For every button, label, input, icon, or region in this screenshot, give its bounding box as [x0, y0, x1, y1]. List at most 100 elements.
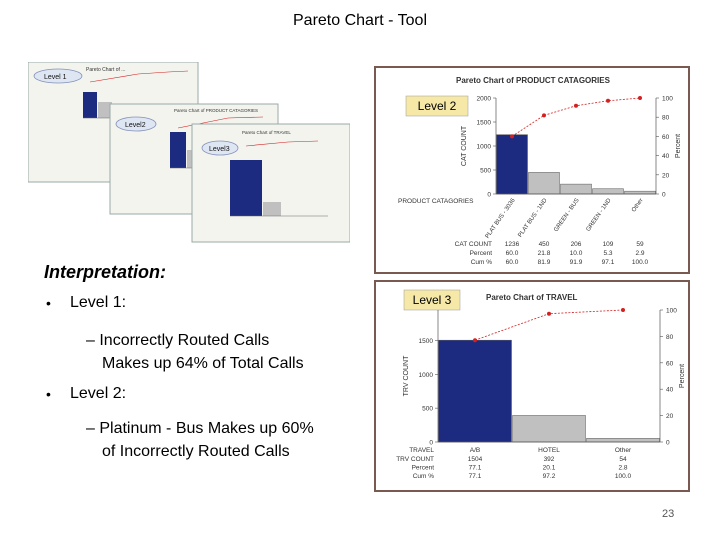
level3-y2tick-label: 80 — [666, 334, 674, 341]
level3-y2tick-label: 40 — [666, 387, 674, 394]
level3-table-cell: 100.0 — [615, 473, 632, 480]
level3-bar — [438, 339, 512, 443]
level3-cumulative-point — [473, 338, 477, 343]
level3-bar — [512, 415, 586, 443]
level2-y2label: Percent — [675, 134, 682, 158]
level2-ytick-label: 0 — [487, 192, 491, 199]
level2-category-label: Other — [631, 198, 645, 214]
level2-table-cell: 10.0 — [570, 250, 583, 257]
level3-y2label: Percent — [679, 364, 686, 388]
level2-cumulative-point — [606, 98, 610, 103]
level3-table-cell: 97.2 — [543, 473, 556, 480]
bullet-2-sub-line1: – Platinum - Bus Makes up 60% — [86, 420, 314, 437]
level2-category-label: PLAT BUS - 1ND — [517, 197, 549, 238]
level2-bar — [592, 188, 624, 195]
level2-title: Pareto Chart of PRODUCT CATAGORIES — [174, 108, 258, 113]
level2-table-row-label: Cum % — [471, 259, 493, 266]
level2-cumulative-point — [542, 113, 546, 118]
level2-table-cell: 97.1 — [602, 259, 615, 266]
level2-y2tick-label: 20 — [662, 172, 670, 179]
bullet-1-sub-line1: – Incorrectly Routed Calls — [86, 332, 270, 349]
level2-title: Pareto Chart of PRODUCT CATAGORIES — [456, 76, 611, 85]
level2-bar — [528, 172, 560, 195]
level3-tag: Level3 — [209, 146, 230, 153]
page-number: 23 — [662, 508, 675, 520]
level3-category-label: A/B — [470, 447, 480, 454]
level2-ytick-label: 2000 — [477, 96, 492, 103]
level2-y2tick-label: 40 — [662, 153, 670, 160]
bullet-2-sub-line2: of Incorrectly Routed Calls — [102, 443, 290, 460]
level2-xlabel: PRODUCT CATAGORIES — [398, 198, 474, 205]
level3-y2tick-label: 60 — [666, 360, 674, 367]
level2-ytick-label: 1000 — [477, 144, 492, 151]
level3-chart-panel: Pareto Chart of TRAVEL Level 3 0 500 1000 150… — [374, 280, 690, 492]
level2-category-label: GREEN - 1ND — [586, 197, 613, 233]
level2-table-cell: 59 — [636, 241, 644, 248]
level2-cumulative-point — [574, 103, 578, 108]
level2-table-cell: 60.0 — [506, 259, 519, 266]
level2-cumulative-point — [638, 96, 642, 100]
bullet-2-label: Level 2: — [70, 385, 127, 402]
interpretation-heading: Interpretation: — [44, 262, 167, 282]
bullet-1-sub-line2: Makes up 64% of Total Calls — [102, 355, 304, 372]
level2-table-cell: 21.8 — [538, 250, 551, 257]
level3-table-cell: 77.1 — [469, 473, 482, 480]
level2-tag: Level2 — [125, 122, 146, 129]
level3-category-label: Other — [615, 447, 632, 454]
bullet-2-dot: • — [46, 386, 51, 402]
level2-category-label: GREEN - BUS — [553, 198, 580, 233]
level3-ytick-label: 0 — [429, 440, 433, 447]
level3-thumbnail: Pareto Chart of TRAVEL Level3 — [191, 123, 350, 243]
level2-bar — [560, 183, 592, 195]
slide-title: Pareto Chart - Tool — [293, 12, 427, 29]
level2-table-cell: 206 — [571, 241, 582, 248]
level2-table-cell: 450 — [539, 241, 550, 248]
level2-table-row-label: Percent — [470, 250, 493, 257]
level3-y2tick-label: 100 — [666, 308, 677, 315]
level2-chart-panel: Pareto Chart of PRODUCT CATAGORIES Level … — [374, 66, 690, 274]
level3-ylabel: TRV COUNT — [403, 355, 410, 396]
level2-bar — [624, 190, 656, 195]
level3-table-cell: 1504 — [468, 456, 483, 463]
level3-y2tick-label: 20 — [666, 413, 674, 420]
level3-level-label-box — [403, 289, 461, 311]
level2-ylabel: CAT COUNT — [461, 125, 468, 166]
level2-level-label: Level 2 — [418, 99, 457, 113]
level3-level-label: Level 3 — [413, 293, 452, 307]
level3-table-cell: 392 — [544, 456, 555, 463]
level2-y2tick-label: 80 — [662, 115, 670, 122]
level2-y2tick-label: 60 — [662, 134, 670, 141]
thumbnail-collage: Pareto Chart of ... Level 1 Pareto Chart… — [28, 62, 350, 243]
level3-table-row-label: Percent — [412, 465, 435, 472]
level3-table-row-label: TRV COUNT — [396, 456, 434, 463]
level3-table-cell: 54 — [619, 456, 627, 463]
level2-category-label: PLAT BUS - 3036 — [485, 197, 517, 240]
level3-title: Pareto Chart of TRAVEL — [242, 130, 291, 135]
level2-y2tick-label: 0 — [662, 192, 666, 199]
level3-xlabel: TRAVEL — [409, 447, 434, 454]
level3-table-cell: 2.8 — [618, 465, 627, 472]
level2-table-cell: 81.9 — [538, 259, 551, 266]
level2-table-cell: 5.3 — [603, 250, 612, 257]
level3-table-row-label: Cum % — [413, 473, 435, 480]
level2-level-label-box — [405, 95, 469, 117]
level2-bar — [496, 134, 528, 195]
level2-y2tick-label: 100 — [662, 96, 673, 103]
level3-ytick-label: 1500 — [419, 338, 434, 345]
level2-ytick-label: 1500 — [477, 120, 492, 127]
level3-ytick-label: 500 — [422, 406, 433, 413]
level2-pareto-chart: Pareto Chart of PRODUCT CATAGORIES Level … — [398, 76, 682, 266]
level2-ytick-label: 500 — [480, 168, 491, 175]
level2-cumulative-point — [510, 134, 514, 139]
level3-category-label: HOTEL — [538, 447, 560, 454]
level2-table-row-label: CAT COUNT — [455, 241, 492, 248]
level2-table-cell: 109 — [603, 241, 614, 248]
bullet-1-dot: • — [46, 295, 51, 311]
level3-table-cell: 20.1 — [543, 465, 556, 472]
level2-table-cell: 2.9 — [635, 250, 644, 257]
level3-cumulative-point — [547, 311, 551, 316]
level2-table-cell: 91.9 — [570, 259, 583, 266]
level3-title: Pareto Chart of TRAVEL — [486, 293, 578, 302]
level1-tag: Level 1 — [44, 74, 67, 81]
